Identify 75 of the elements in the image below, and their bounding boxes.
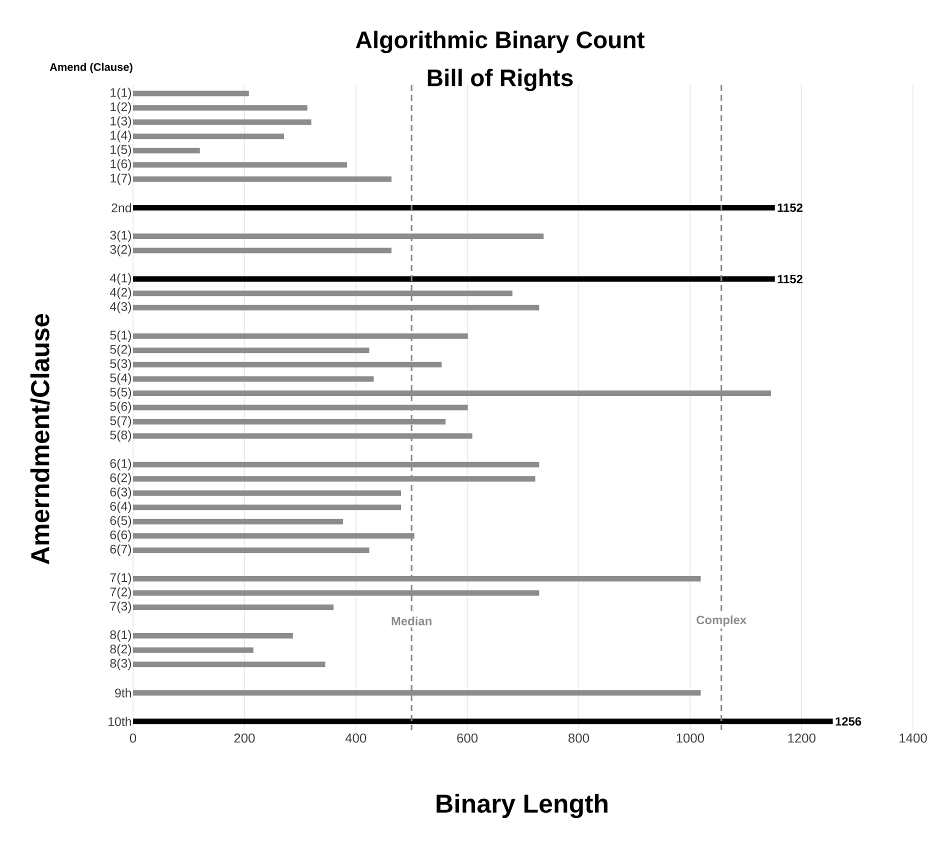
bar bbox=[133, 276, 775, 282]
y-tick-label: 5(6) bbox=[110, 402, 132, 414]
y-tick-label: 1(5) bbox=[110, 144, 132, 156]
y-tick-label: 5(1) bbox=[110, 330, 132, 342]
bar bbox=[133, 647, 254, 653]
bar bbox=[133, 134, 284, 140]
y-tick-label: 6(7) bbox=[110, 544, 132, 556]
text: Amend (Clause) bbox=[50, 62, 132, 74]
y-tick-label: 1(7) bbox=[110, 173, 132, 185]
y-tick-label: 1(3) bbox=[110, 116, 132, 128]
y-tick-label: 7(1) bbox=[110, 572, 132, 585]
bar bbox=[133, 204, 775, 210]
y-tick-label: 4(3) bbox=[110, 302, 132, 314]
y-tick-label: 3(1) bbox=[110, 230, 132, 242]
bar bbox=[133, 518, 344, 524]
bar bbox=[133, 718, 833, 724]
y-tick-label: 6(3) bbox=[110, 487, 132, 499]
bar bbox=[133, 105, 308, 111]
y-tick-label: 6(4) bbox=[110, 502, 132, 514]
bar bbox=[133, 348, 370, 354]
data-label: 1256 bbox=[836, 717, 862, 726]
chart-title: Algorithmic Binary Count bbox=[356, 30, 644, 54]
bar bbox=[133, 662, 326, 668]
bar bbox=[133, 490, 401, 496]
y-tick-label: 7(2) bbox=[110, 587, 132, 599]
x-tick-label: 200 bbox=[234, 734, 255, 743]
y-tick-label: 2nd bbox=[112, 203, 132, 212]
bar bbox=[133, 604, 334, 610]
y-tick-label: 1(4) bbox=[110, 130, 132, 142]
x-tick-label: 1000 bbox=[676, 734, 704, 743]
bar bbox=[133, 504, 401, 510]
y-tick-label: 4(2) bbox=[110, 288, 132, 300]
bar bbox=[133, 633, 293, 639]
y-tick-label: 5(7) bbox=[110, 416, 132, 428]
y-tick-label: 4(1) bbox=[110, 273, 132, 285]
y-tick-label: 8(2) bbox=[110, 644, 132, 656]
x-tick-label: 800 bbox=[568, 734, 590, 743]
y-tick-label: 5(5) bbox=[110, 387, 132, 400]
y-tick-label: 6(6) bbox=[110, 530, 132, 542]
y-tick-label: 1(6) bbox=[110, 159, 132, 171]
x-axis-title: Binary Length bbox=[436, 794, 608, 818]
y-tick-label: 6(1) bbox=[110, 458, 132, 470]
y-tick-label: 6(2) bbox=[110, 473, 132, 485]
x-tick-label: 1400 bbox=[900, 734, 927, 743]
ref-line-label: Complex bbox=[696, 615, 747, 627]
bar bbox=[133, 162, 347, 168]
y-tick-label: 3(2) bbox=[110, 244, 132, 256]
y-tick-label: 1(2) bbox=[110, 102, 132, 114]
bar bbox=[133, 90, 249, 96]
data-label: 1152 bbox=[778, 203, 802, 212]
x-tick-label: 0 bbox=[130, 734, 136, 743]
y-tick-label: 8(1) bbox=[110, 630, 132, 642]
ref-line-label: Median bbox=[392, 616, 432, 626]
y-tick-label: 8(3) bbox=[110, 658, 132, 670]
bar bbox=[133, 376, 374, 382]
bar bbox=[133, 547, 370, 553]
y-tick-label: 5(8) bbox=[110, 430, 132, 442]
bar bbox=[133, 148, 200, 154]
x-tick-label: 600 bbox=[457, 734, 478, 743]
x-tick-label: 1200 bbox=[788, 734, 816, 743]
y-tick-label: 5(2) bbox=[110, 344, 132, 356]
data-label: 1152 bbox=[778, 274, 802, 284]
y-tick-label: 5(4) bbox=[110, 373, 132, 385]
y-tick-label: 7(3) bbox=[110, 601, 132, 614]
y-axis-title: Amerndment/Clause bbox=[30, 314, 50, 564]
bar bbox=[133, 176, 392, 182]
bar bbox=[133, 248, 392, 254]
y-tick-label: 5(3) bbox=[110, 358, 132, 370]
y-tick-label: 10th bbox=[108, 716, 131, 726]
bar bbox=[133, 119, 312, 125]
y-tick-label: 9th bbox=[115, 688, 131, 698]
y-tick-label: 1(1) bbox=[110, 88, 132, 100]
y-tick-label: 6(5) bbox=[110, 516, 132, 528]
chart-subtitle: Bill of Rights bbox=[428, 68, 573, 92]
x-tick-label: 400 bbox=[345, 734, 366, 743]
